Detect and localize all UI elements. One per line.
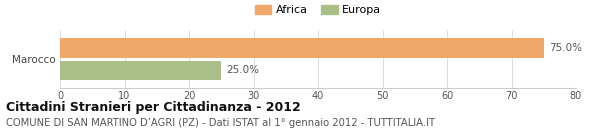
Legend: Africa, Europa: Africa, Europa — [250, 0, 386, 20]
Bar — [60, 38, 544, 58]
Text: COMUNE DI SAN MARTINO D’AGRI (PZ) - Dati ISTAT al 1° gennaio 2012 - TUTTITALIA.I: COMUNE DI SAN MARTINO D’AGRI (PZ) - Dati… — [6, 118, 435, 128]
Text: 75.0%: 75.0% — [549, 43, 582, 53]
Bar — [60, 61, 221, 80]
Text: 25.0%: 25.0% — [226, 65, 259, 75]
Text: Cittadini Stranieri per Cittadinanza - 2012: Cittadini Stranieri per Cittadinanza - 2… — [6, 101, 301, 114]
